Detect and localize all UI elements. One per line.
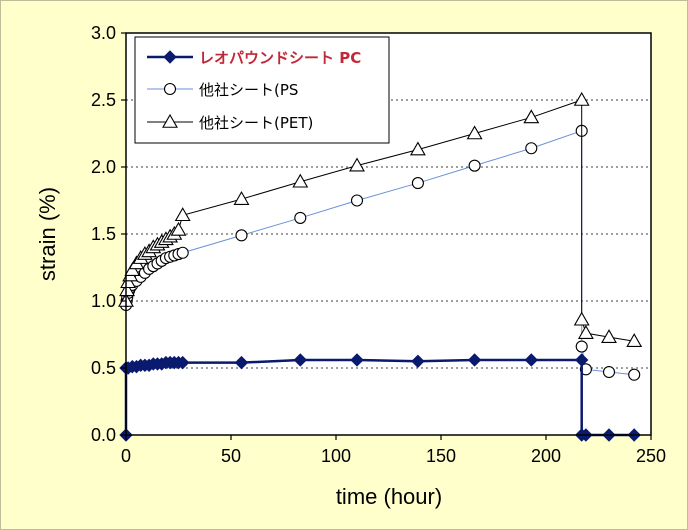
legend-marker-2 — [162, 113, 178, 128]
y-tick-label-6: 3.0 — [91, 23, 116, 43]
legend: レオパウンドシート PC 他社シート(PS 他社シート(PET) — [134, 36, 390, 144]
series-2 — [118, 91, 643, 348]
point-2-4 — [124, 262, 141, 276]
y-tick-label-4: 2.0 — [91, 157, 116, 177]
point-2-18 — [292, 173, 309, 188]
point-0-21 — [524, 353, 539, 367]
point-2-19 — [349, 157, 365, 172]
x-tick-label-4: 200 — [531, 446, 561, 466]
x-tick-label-0: 0 — [121, 446, 131, 466]
point-2-24 — [573, 311, 590, 326]
point-0-15 — [175, 355, 190, 370]
point-0-17 — [293, 353, 308, 367]
point-2-15 — [170, 221, 187, 236]
point-2-27 — [626, 333, 643, 348]
legend-label-1: 他社シート(PS — [199, 81, 298, 99]
x-tick-label-3: 150 — [426, 446, 456, 466]
legend-box — [134, 36, 390, 144]
point-1-24 — [525, 142, 538, 155]
point-2-23 — [573, 91, 590, 106]
point-1-22 — [411, 177, 424, 190]
legend-label-0: レオパウンドシート PC — [199, 49, 361, 67]
point-2-20 — [409, 141, 426, 156]
point-0-20 — [467, 353, 482, 367]
y-axis-title: strain (%) — [35, 187, 60, 281]
series-layer — [118, 91, 643, 442]
y-tick-label-5: 2.5 — [91, 90, 116, 110]
point-0-16 — [234, 355, 249, 370]
legend-marker-0 — [163, 50, 177, 64]
point-0-19 — [411, 354, 425, 369]
point-1-27 — [579, 363, 592, 376]
point-0-18 — [350, 353, 364, 367]
point-2-2 — [120, 274, 137, 289]
x-tick-label-5: 250 — [636, 446, 666, 466]
legend-marker-1 — [163, 82, 177, 96]
point-2-16 — [174, 207, 191, 222]
point-1-18 — [176, 246, 189, 259]
ticks: 0.0 0.5 1.0 1.5 2.0 2.5 3.0 0 50 100 150 200 250 — [91, 23, 666, 466]
point-1-29 — [628, 368, 641, 381]
y-tick-label-3: 1.5 — [91, 224, 116, 244]
point-2-17 — [233, 191, 250, 205]
point-2-25 — [577, 325, 594, 339]
x-axis-title: time (hour) — [336, 484, 442, 509]
point-2-1 — [119, 282, 135, 297]
point-2-21 — [466, 125, 483, 140]
point-0-22 — [574, 353, 589, 367]
point-1-20 — [294, 211, 307, 224]
point-1-23 — [468, 159, 481, 172]
point-1-26 — [575, 340, 588, 353]
point-1-19 — [235, 229, 248, 242]
legend-label-2: 他社シート(PET) — [199, 114, 313, 132]
y-tick-label-0: 0.0 — [91, 425, 116, 445]
series-0 — [119, 353, 641, 442]
y-tick-label-2: 1.0 — [91, 291, 116, 311]
y-tick-label-1: 0.5 — [91, 358, 116, 378]
x-tick-label-2: 100 — [321, 446, 351, 466]
point-2-22 — [523, 109, 540, 124]
point-1-28 — [602, 365, 616, 379]
point-1-21 — [350, 194, 364, 207]
x-tick-label-1: 50 — [221, 446, 241, 466]
point-2-26 — [601, 329, 617, 343]
